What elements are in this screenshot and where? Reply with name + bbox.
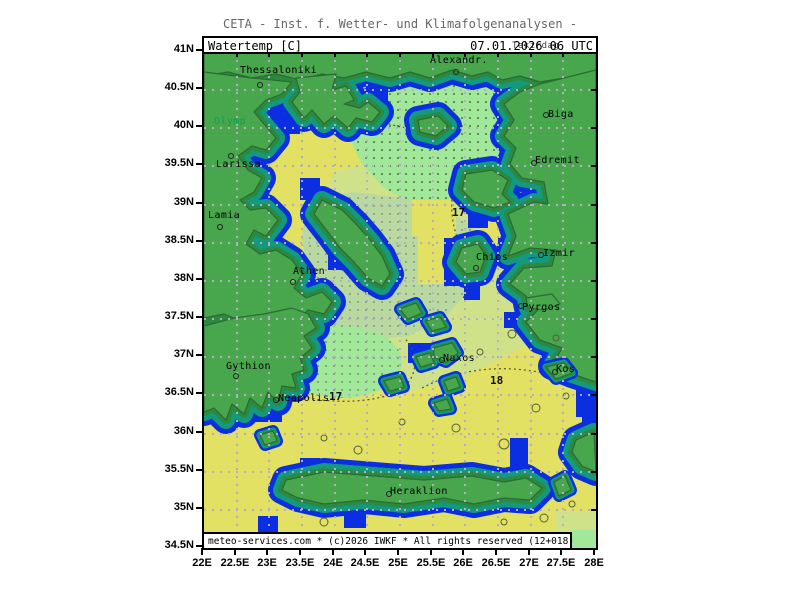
temperature-map-art xyxy=(204,52,596,548)
y-tick xyxy=(196,431,204,433)
x-tick xyxy=(462,548,464,555)
y-tick xyxy=(196,278,204,280)
x-tick xyxy=(234,548,236,555)
y-axis-label: 35N xyxy=(173,501,194,513)
x-tick xyxy=(495,548,497,555)
y-tick xyxy=(196,202,204,204)
x-tick xyxy=(332,548,334,555)
y-axis-ticks xyxy=(196,49,204,547)
x-tick xyxy=(528,548,530,555)
x-tick xyxy=(430,548,432,555)
y-axis-labels: 41N 40.5N 40N 39.5N 39N 38.5N 38N 37.5N 37N 36.5N… xyxy=(156,43,194,551)
y-axis-label: 38.5N xyxy=(164,234,194,246)
y-tick xyxy=(196,49,204,51)
x-axis-label: 22E xyxy=(192,557,212,569)
y-axis-label: 37.5N xyxy=(164,310,194,322)
y-axis-label: 34.5N xyxy=(164,539,194,551)
ghost-city-label: Tekirdag xyxy=(512,41,560,51)
y-axis-label: 40.5N xyxy=(164,81,194,93)
x-axis-label: 27E xyxy=(519,557,539,569)
x-tick xyxy=(201,548,203,555)
x-tick xyxy=(299,548,301,555)
y-tick xyxy=(196,316,204,318)
x-tick xyxy=(560,548,562,555)
y-tick xyxy=(196,507,204,509)
y-axis-label: 40N xyxy=(173,119,194,131)
y-axis-label: 36.5N xyxy=(164,386,194,398)
copyright-bar: meteo-services.com * (c)2026 IWKF * All … xyxy=(202,532,575,550)
x-axis-label: 25.5E xyxy=(416,557,446,569)
x-axis-label: 23E xyxy=(257,557,277,569)
x-axis-label: 25E xyxy=(388,557,408,569)
y-tick xyxy=(196,240,204,242)
x-tick xyxy=(364,548,366,555)
y-axis-label: 39.5N xyxy=(164,157,194,169)
x-axis-label: 26.5E xyxy=(481,557,511,569)
y-axis-label: 38N xyxy=(173,272,194,284)
map-canvas: Thessaloniki Alexandr. Larissa Biga Edremit L… xyxy=(202,50,598,550)
map-header-bar: Tekirdag Watertemp_[C] 07.01.2026 06 UTC xyxy=(202,36,598,54)
date-label: 07.01.2026 06 UTC xyxy=(470,39,593,53)
x-axis-label: 24.5E xyxy=(350,557,380,569)
y-axis-label: 41N xyxy=(173,43,194,55)
page-title: CETA - Inst. f. Wetter- und Klimafolgena… xyxy=(222,17,577,31)
x-axis-label: 24E xyxy=(323,557,343,569)
x-axis-label: 23.5E xyxy=(285,557,315,569)
x-tick xyxy=(593,548,595,555)
x-axis-label: 22.5E xyxy=(220,557,250,569)
y-tick xyxy=(196,392,204,394)
x-axis-labels: 22E 22.5E 23E 23.5E 24E 24.5E 25E 25.5E 26E 26.5E… xyxy=(192,557,604,573)
y-tick xyxy=(196,87,204,89)
y-tick xyxy=(196,354,204,356)
y-tick xyxy=(196,163,204,165)
y-axis-label: 39N xyxy=(173,196,194,208)
y-axis-label: 36N xyxy=(173,425,194,437)
product-label: Watertemp_[C] xyxy=(208,39,302,53)
y-axis-label: 37N xyxy=(173,348,194,360)
x-axis-label: 27.5E xyxy=(546,557,576,569)
x-axis-ticks xyxy=(201,548,595,556)
x-axis-label: 28E xyxy=(584,557,604,569)
copyright-text: meteo-services.com * (c)2026 IWKF * All … xyxy=(208,536,575,547)
y-axis-label: 35.5N xyxy=(164,463,194,475)
x-axis-label: 26E xyxy=(453,557,473,569)
y-tick xyxy=(196,125,204,127)
y-tick xyxy=(196,545,204,547)
x-tick xyxy=(266,548,268,555)
y-tick xyxy=(196,469,204,471)
x-tick xyxy=(397,548,399,555)
